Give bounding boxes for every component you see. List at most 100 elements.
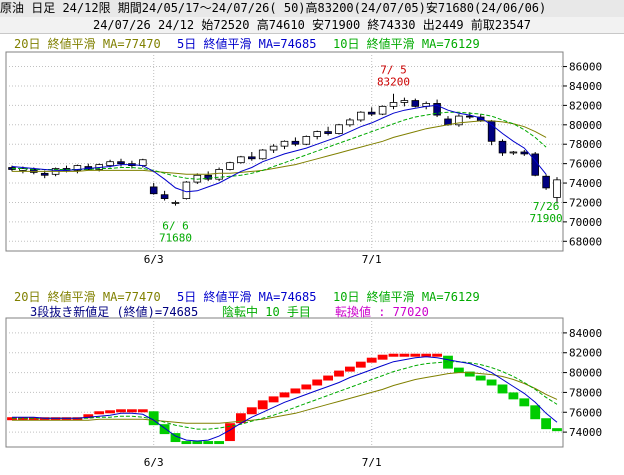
candle-body xyxy=(139,159,147,166)
down-brick xyxy=(475,375,486,381)
down-brick xyxy=(192,441,203,445)
trend-status: 陰転中 10 手目 xyxy=(222,305,311,319)
candle-body xyxy=(487,120,496,142)
bottom-y-tick-label: 82000 xyxy=(569,347,602,360)
reversal-value: 転換値 : 77020 xyxy=(335,305,429,319)
up-brick xyxy=(105,410,116,414)
candle-body xyxy=(215,169,223,180)
top-y-tick-label: 68000 xyxy=(569,235,602,248)
up-brick xyxy=(410,353,421,357)
candle-body xyxy=(40,172,49,176)
down-brick xyxy=(508,392,519,400)
up-brick xyxy=(126,409,137,413)
candle-body xyxy=(509,151,518,154)
down-brick xyxy=(486,379,497,386)
down-brick xyxy=(214,441,225,445)
up-brick xyxy=(268,396,279,403)
candle-body xyxy=(324,131,332,134)
candle-body xyxy=(346,119,354,126)
up-brick xyxy=(421,353,432,357)
bottom-legend-ma10: 10日 終値平滑 MA=76129 xyxy=(333,290,480,304)
top-plot-frame xyxy=(5,51,564,252)
up-brick xyxy=(61,417,72,421)
up-brick xyxy=(366,357,377,363)
up-brick xyxy=(301,384,312,390)
up-brick xyxy=(235,413,246,424)
up-brick xyxy=(388,353,399,357)
down-brick xyxy=(181,441,192,445)
candle-body xyxy=(498,140,507,154)
bottom-y-tick-label: 78000 xyxy=(569,386,602,399)
up-brick xyxy=(225,423,235,442)
up-brick xyxy=(50,417,61,421)
ma20-line xyxy=(12,372,558,424)
annotation-date: 7/26 xyxy=(533,200,560,213)
down-brick xyxy=(519,398,530,407)
header-last-bar: 24/07/26 24/12 始72520 高74610 安71900 終743… xyxy=(0,17,624,34)
candle-body xyxy=(248,156,256,160)
top-y-tick-label: 76000 xyxy=(569,158,602,171)
annotation-value: 71680 xyxy=(159,232,192,245)
up-brick xyxy=(72,417,83,421)
candle-body xyxy=(160,194,169,199)
top-legend-ma10: 10日 終値平滑 MA=76129 xyxy=(333,37,480,51)
down-brick xyxy=(170,433,181,443)
down-brick xyxy=(453,367,464,373)
up-brick xyxy=(83,414,94,419)
bottom-y-tick-label: 84000 xyxy=(569,327,602,340)
up-brick xyxy=(323,375,334,381)
up-brick xyxy=(7,417,17,421)
candle-body xyxy=(204,174,212,180)
top-y-tick-label: 80000 xyxy=(569,119,602,132)
candle-body xyxy=(389,102,398,107)
candle-body xyxy=(357,111,365,121)
bottom-x-tick-label: 7/1 xyxy=(362,456,382,469)
top-x-tick-label: 6/3 xyxy=(144,253,164,266)
ma5-line xyxy=(11,104,547,193)
bottom-y-tick-label: 74000 xyxy=(569,426,602,439)
ma5-line xyxy=(12,356,558,442)
candle-body xyxy=(553,179,561,198)
candle-body xyxy=(378,105,387,115)
candle-body xyxy=(73,165,82,171)
three-line-break-label: 3段抜き新値足 (終値)=74685 xyxy=(30,305,199,319)
ma10-line xyxy=(12,361,558,430)
candle-body xyxy=(466,115,474,118)
candle-body xyxy=(400,100,409,103)
candle-body xyxy=(367,111,376,115)
up-brick xyxy=(246,407,257,415)
up-brick xyxy=(355,361,366,368)
top-y-tick-label: 72000 xyxy=(569,196,602,209)
up-brick xyxy=(28,417,39,421)
candle-body xyxy=(258,149,267,160)
candle-body xyxy=(280,140,289,147)
down-brick xyxy=(541,418,552,430)
up-brick xyxy=(116,409,126,413)
candle-body xyxy=(520,151,529,155)
candle-body xyxy=(171,202,180,204)
down-brick xyxy=(464,371,475,377)
bottom-legend-ma5: 5日 終値平滑 MA=74685 xyxy=(177,290,317,304)
top-y-tick-label: 84000 xyxy=(569,80,602,93)
up-brick xyxy=(334,370,344,377)
up-brick xyxy=(94,411,105,415)
candle-body xyxy=(237,156,245,164)
bottom-y-tick-label: 80000 xyxy=(569,367,602,380)
candle-body xyxy=(19,168,27,171)
candle-body xyxy=(455,115,463,126)
candle-body xyxy=(531,153,539,176)
candle-body xyxy=(313,131,321,137)
top-legend-ma5: 5日 終値平滑 MA=74685 xyxy=(177,37,317,51)
candle-body xyxy=(335,124,343,134)
candle-body xyxy=(433,103,441,116)
candle-body xyxy=(269,145,278,151)
ma20-line xyxy=(12,120,547,175)
down-brick xyxy=(148,411,159,426)
bottom-legend-ma20: 20日 終値平滑 MA=77470 xyxy=(14,290,161,304)
up-brick xyxy=(39,417,50,421)
up-brick xyxy=(432,353,443,357)
candle-body xyxy=(542,175,550,189)
candle-body xyxy=(291,140,300,145)
up-brick xyxy=(312,379,323,386)
